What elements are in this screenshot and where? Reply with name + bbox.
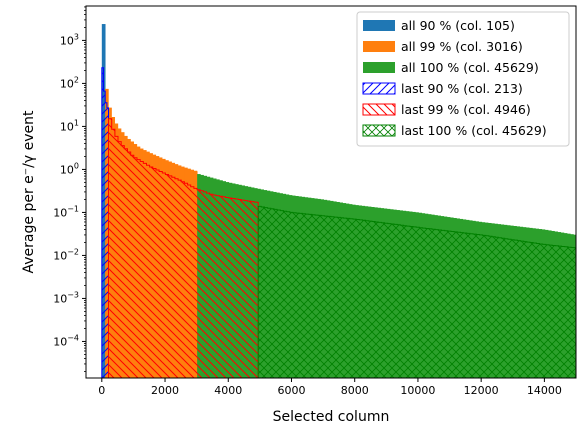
y-tick-label: 101 xyxy=(60,118,79,133)
legend-entry: all 100 % (col. 45629) xyxy=(401,60,539,75)
y-tick-label: 102 xyxy=(60,75,79,90)
x-tick-label: 2000 xyxy=(151,384,179,397)
x-tick-label: 6000 xyxy=(277,384,305,397)
legend: all 90 % (col. 105) all 99 % (col. 3016) a… xyxy=(356,11,570,147)
legend-frame xyxy=(356,11,570,147)
y-tick-label: 10−4 xyxy=(53,333,79,348)
x-axis-ticks: 0 2000 4000 6000 8000 10000 12000 14000 xyxy=(98,378,562,397)
series-4 xyxy=(101,67,109,378)
x-axis-label: Selected column xyxy=(273,409,390,425)
plot-frame xyxy=(85,5,577,379)
y-axis-label: Average per e⁻/γ event xyxy=(21,110,37,273)
y-tick-label: 10−2 xyxy=(53,247,79,262)
legend-swatch xyxy=(362,82,396,95)
legend-swatch xyxy=(363,62,395,73)
legend-entry: all 90 % (col. 105) xyxy=(401,18,515,33)
legend-entry: last 99 % (col. 4946) xyxy=(401,102,531,117)
x-tick-label: 12000 xyxy=(464,384,499,397)
legend-swatch xyxy=(363,41,395,52)
x-tick-label: 8000 xyxy=(341,384,369,397)
legend-swatch xyxy=(362,103,396,116)
x-tick-label: 14000 xyxy=(527,384,562,397)
hatched-step xyxy=(101,67,109,378)
histogram-bars xyxy=(101,24,576,378)
x-tick-label: 4000 xyxy=(214,384,242,397)
x-tick-label: 10000 xyxy=(400,384,435,397)
y-tick-label: 100 xyxy=(60,161,79,176)
y-tick-label: 103 xyxy=(60,32,79,47)
y-axis-ticks: 10−4 10−3 10−2 10−1 100 101 102 103 xyxy=(53,6,86,372)
series-6 xyxy=(257,205,576,378)
legend-entry: last 100 % (col. 45629) xyxy=(401,123,547,138)
y-tick-label: 10−1 xyxy=(53,204,79,219)
series-5 xyxy=(108,118,259,378)
y-tick-label: 10−3 xyxy=(53,290,79,305)
hatched-step xyxy=(108,118,259,378)
legend-swatch xyxy=(363,20,395,31)
legend-swatch xyxy=(362,124,396,137)
legend-entry: all 99 % (col. 3016) xyxy=(401,39,523,54)
legend-entry: last 90 % (col. 213) xyxy=(401,81,523,96)
x-tick-label: 0 xyxy=(98,384,105,397)
hatched-step xyxy=(257,205,576,378)
